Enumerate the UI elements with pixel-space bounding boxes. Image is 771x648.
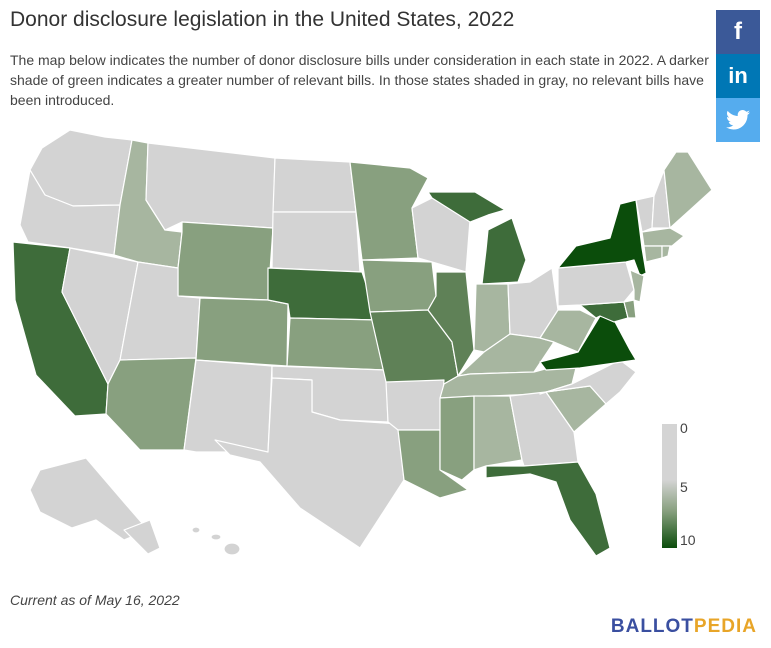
state-alaska-panhandle[interactable] bbox=[123, 519, 161, 555]
state-colorado[interactable] bbox=[195, 297, 289, 367]
state-kansas[interactable] bbox=[286, 317, 387, 371]
state-south-dakota[interactable] bbox=[271, 211, 361, 273]
social-share-bar: f in bbox=[716, 10, 760, 142]
state-rhode-island[interactable] bbox=[661, 245, 671, 259]
state-new-jersey[interactable] bbox=[629, 269, 645, 303]
state-michigan[interactable] bbox=[427, 191, 506, 223]
state-mississippi[interactable] bbox=[439, 395, 475, 481]
legend-max-label: 10 bbox=[680, 532, 696, 548]
facebook-icon: f bbox=[734, 18, 742, 45]
state-pennsylvania[interactable] bbox=[557, 261, 635, 307]
logo-part-pedia: PEDIA bbox=[693, 616, 757, 637]
state-wyoming[interactable] bbox=[177, 221, 274, 301]
state-delaware[interactable] bbox=[623, 299, 637, 319]
state-iowa[interactable] bbox=[361, 259, 437, 313]
twitter-icon bbox=[726, 110, 750, 130]
state-hawaii-maui[interactable] bbox=[210, 533, 222, 541]
facebook-share-button[interactable]: f bbox=[716, 10, 760, 54]
legend-mid-label: 5 bbox=[680, 479, 688, 495]
state-texas[interactable] bbox=[214, 377, 405, 549]
state-new-mexico[interactable] bbox=[183, 359, 273, 453]
state-montana[interactable] bbox=[145, 142, 276, 231]
state-alabama[interactable] bbox=[473, 395, 523, 471]
state-michigan-lower[interactable] bbox=[481, 217, 527, 285]
state-north-carolina[interactable] bbox=[539, 359, 637, 405]
state-north-dakota[interactable] bbox=[272, 157, 357, 213]
twitter-share-button[interactable] bbox=[716, 98, 760, 142]
state-connecticut[interactable] bbox=[643, 245, 663, 263]
us-map bbox=[0, 120, 771, 580]
map-description: The map below indicates the number of do… bbox=[10, 52, 709, 108]
state-maine[interactable] bbox=[663, 151, 713, 229]
state-hawaii-oahu[interactable] bbox=[191, 526, 201, 534]
color-legend: 0 5 10 bbox=[660, 420, 740, 550]
state-massachusetts[interactable] bbox=[641, 227, 685, 247]
us-map-svg bbox=[12, 129, 713, 557]
state-virginia[interactable] bbox=[539, 315, 637, 371]
linkedin-share-button[interactable]: in bbox=[716, 54, 760, 98]
state-arkansas[interactable] bbox=[385, 379, 445, 431]
state-new-york[interactable] bbox=[557, 199, 661, 277]
footnote: Current as of May 16, 2022 bbox=[10, 592, 180, 608]
state-florida[interactable] bbox=[485, 461, 611, 557]
state-hawaii-big-island[interactable] bbox=[223, 542, 241, 556]
legend-min-label: 0 bbox=[680, 420, 688, 436]
logo-part-ballot: BALLOT bbox=[610, 616, 694, 637]
legend-gradient-bar bbox=[662, 424, 677, 548]
ballotpedia-logo[interactable]: BALLOTPEDIA bbox=[611, 616, 757, 638]
page-title: Donor disclosure legislation in the Unit… bbox=[10, 8, 515, 31]
state-alaska[interactable] bbox=[29, 457, 149, 541]
linkedin-icon: in bbox=[728, 63, 748, 88]
state-illinois[interactable] bbox=[427, 271, 475, 377]
state-arizona[interactable] bbox=[105, 357, 197, 451]
